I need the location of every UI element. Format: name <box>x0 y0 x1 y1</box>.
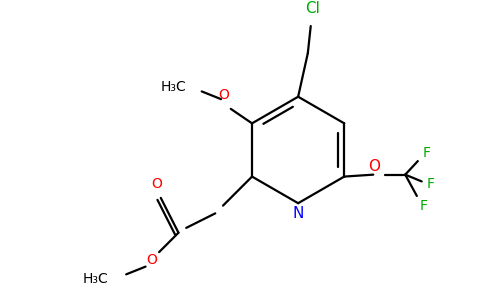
Text: H₃C: H₃C <box>83 272 109 286</box>
Text: O: O <box>218 88 229 102</box>
Text: O: O <box>146 253 157 267</box>
Text: O: O <box>152 177 163 191</box>
Text: F: F <box>423 146 431 161</box>
Text: H₃C: H₃C <box>161 80 186 94</box>
Text: F: F <box>426 177 435 191</box>
Text: N: N <box>292 206 304 221</box>
Text: Cl: Cl <box>305 2 320 16</box>
Text: O: O <box>368 159 380 174</box>
Text: F: F <box>420 199 428 213</box>
